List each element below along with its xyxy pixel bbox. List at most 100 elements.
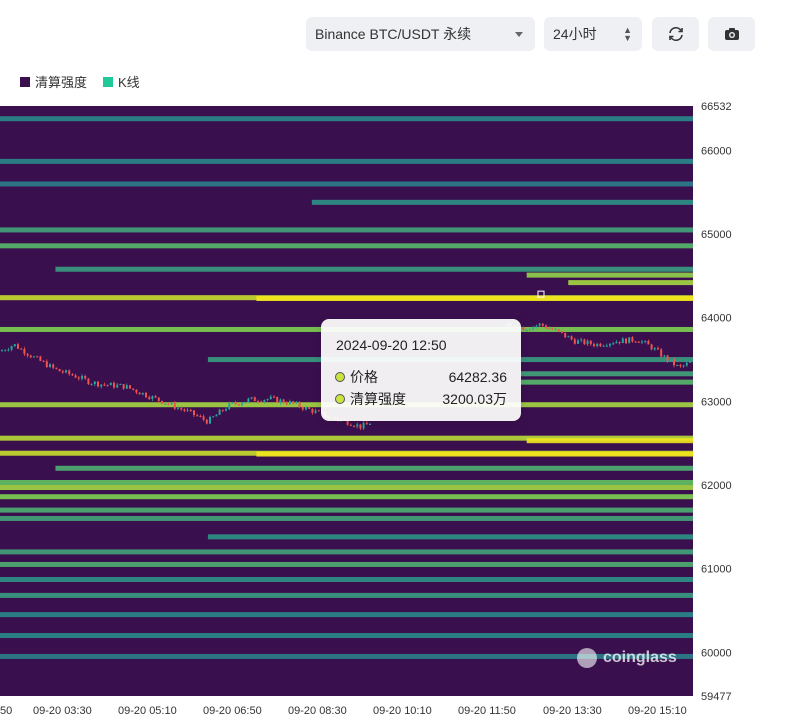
candle-body [637,341,640,343]
candle-body [1,350,3,352]
tooltip-row-intensity: 清算强度 3200.03万 [335,389,507,409]
candle-body [529,329,531,331]
tooltip-row-price: 价格 64282.36 [335,367,507,387]
candle-body [631,337,634,342]
candle-body [596,343,599,347]
candle-body [653,348,656,350]
candle-body [244,401,247,404]
candle-body [234,402,237,405]
candle-body [605,345,608,347]
candle-body [231,402,234,404]
x-tick-label: 09-20 03:30 [33,705,92,717]
x-tick-label: 50 [0,705,12,717]
candle-body [202,416,205,420]
tooltip-label: 清算强度 [350,391,406,407]
candle-body [237,404,240,406]
candle-body [292,401,295,404]
liquidation-band [256,296,693,302]
range-select[interactable]: 24小时 ▲ ▼ [544,17,642,51]
candle-body [657,348,659,350]
candle-body [634,341,637,343]
liquidation-band [0,592,693,598]
camera-icon [724,28,739,40]
liquidation-band [55,266,693,272]
y-tick-label: 61000 [701,564,732,576]
candle-body [273,396,275,398]
candle-body [225,409,227,411]
candle-body [132,388,135,390]
candle-body [561,331,563,333]
tooltip-value: 3200.03万 [442,391,507,407]
legend-swatch [103,76,114,87]
x-tick-label: 09-20 05:10 [118,705,177,717]
candle-body [641,341,643,343]
legend-item-liquidation[interactable]: 清算强度 [20,72,87,91]
liquidation-band [256,451,693,457]
candle-body [285,402,288,405]
candle-body [247,398,250,402]
liquidation-band [0,435,693,441]
candle-body [129,385,131,389]
watermark-text: coinglass [603,649,677,666]
candle-body [183,409,186,411]
liquidation-band [0,612,693,618]
candle-body [135,389,138,393]
candle-body [154,396,157,398]
legend-item-kline[interactable]: K线 [103,72,140,91]
candle-body [221,409,224,411]
candle-body [97,381,99,387]
refresh-icon [668,26,683,42]
liquidation-band [311,199,693,205]
candle-body [586,340,589,345]
candle-body [42,360,45,362]
candle-body [77,377,80,379]
candle-body [161,400,163,404]
candle-body [196,415,199,417]
candle-body [369,423,371,425]
candle-body [548,328,551,330]
x-tick-label: 09-20 15:10 [628,705,687,717]
candle-body [554,329,557,331]
symbol-select[interactable]: Binance BTC/USDT 永续 [306,17,535,51]
candle-body [359,424,362,429]
x-tick-label: 09-20 11:50 [458,705,516,717]
candle-body [609,343,611,346]
y-tick-label: 65000 [701,229,732,241]
candle-body [186,409,189,411]
candle-body [305,407,307,410]
tooltip-label: 价格 [350,369,378,385]
liquidation-band [0,494,693,500]
candle-body [87,378,90,385]
liquidation-band [0,227,693,233]
candle-body [666,355,669,362]
candle-body [621,338,624,344]
candle-body [209,416,211,424]
candle-body [660,349,663,357]
coinglass-watermark: coinglass [577,648,677,668]
series-dot-icon [335,372,345,382]
candle-body [29,355,32,358]
candle-body [125,385,128,389]
candle-body [317,410,320,412]
refresh-button[interactable] [652,17,699,51]
y-tick-label: 66000 [701,145,732,157]
candle-body [263,400,266,402]
y-tick-label: 60000 [701,647,732,659]
legend-label: K线 [118,75,140,90]
liquidation-band [55,465,693,471]
screenshot-button[interactable] [708,17,755,51]
candle-body [20,348,23,350]
candle-body [689,361,691,363]
candle-body [545,325,547,329]
candle-body [215,414,218,417]
candle-body [538,323,541,326]
candle-body [602,345,605,347]
candle-body [551,328,554,330]
candle-body [650,344,653,350]
y-tick-label: 66532 [701,101,732,113]
candle-body [145,392,147,398]
chart-tooltip: 2024-09-20 12:50 价格 64282.36 清算强度 3200.0… [321,319,521,421]
candle-body [23,348,26,354]
candle-body [81,375,83,379]
candle-body [669,359,672,362]
